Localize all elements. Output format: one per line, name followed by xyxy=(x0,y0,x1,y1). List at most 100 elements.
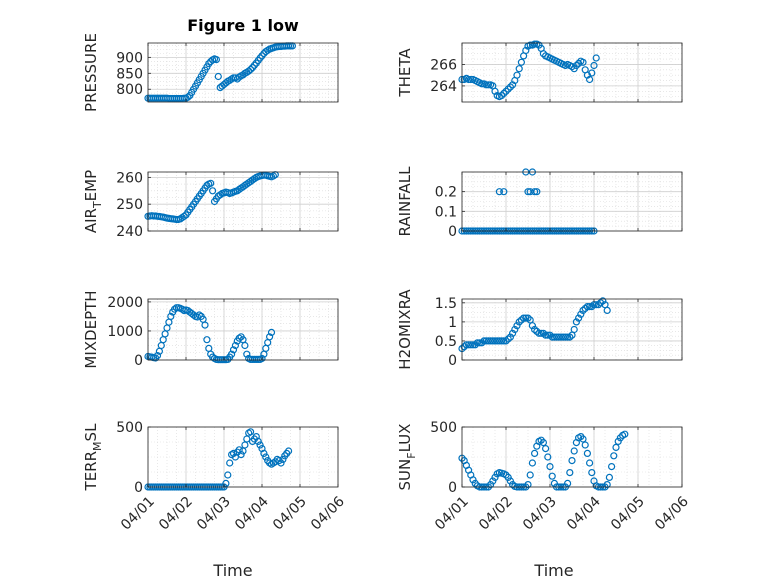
data-point xyxy=(495,188,503,196)
data-point xyxy=(526,41,534,49)
data-point xyxy=(588,469,596,477)
data-point xyxy=(513,71,521,79)
y-tick-label: 1.5 xyxy=(435,296,457,312)
data-point xyxy=(515,65,523,73)
data-point xyxy=(207,179,215,187)
data-point xyxy=(229,346,238,354)
data-point xyxy=(167,312,175,320)
y-tick-label: 266 xyxy=(430,57,457,73)
y-tick-label: 264 xyxy=(430,79,457,95)
data-point xyxy=(205,344,213,352)
data-point xyxy=(266,333,274,341)
data-point xyxy=(214,72,222,81)
data-point xyxy=(590,61,598,70)
data-point xyxy=(498,91,506,100)
x-tick-label: 04/01 xyxy=(432,494,472,534)
y-tick-label: 240 xyxy=(116,224,143,240)
x-tick-label: 04/01 xyxy=(118,494,158,534)
data-point xyxy=(533,327,541,335)
subplot-3: 240 250 260 AIRTEMP xyxy=(82,170,339,240)
data-point xyxy=(566,469,574,477)
y-axis-label: SUNFLUX xyxy=(396,424,418,491)
data-point xyxy=(500,89,508,98)
y-axis-label: AIRTEMP xyxy=(82,170,104,233)
data-point xyxy=(279,455,287,463)
data-point xyxy=(517,316,526,324)
y-tick-label: 800 xyxy=(116,82,143,98)
data-point xyxy=(541,331,550,339)
data-point xyxy=(229,449,238,457)
data-point xyxy=(579,306,587,314)
y-axis-label: PRESSURE xyxy=(82,33,100,112)
data-point xyxy=(572,61,581,70)
y-tick-label: 1 xyxy=(448,315,457,331)
data-point xyxy=(524,314,532,322)
data-point xyxy=(502,87,510,95)
data-point xyxy=(511,325,519,334)
data-point xyxy=(513,322,521,330)
data-point xyxy=(508,329,517,337)
data-point xyxy=(489,477,497,485)
data-point xyxy=(498,337,506,345)
data-point xyxy=(480,337,488,345)
axes-box xyxy=(147,171,339,232)
data-point xyxy=(471,341,479,349)
data-point xyxy=(163,324,171,332)
data-point xyxy=(605,473,614,481)
data-point xyxy=(566,333,574,341)
data-point xyxy=(250,61,258,69)
data-point xyxy=(478,339,486,347)
data-point xyxy=(262,453,270,461)
data-point xyxy=(224,471,232,479)
data-point xyxy=(612,443,620,451)
data-point xyxy=(231,341,239,350)
data-point xyxy=(180,212,188,220)
axes-box xyxy=(147,426,339,488)
y-tick-label: 0.5 xyxy=(435,334,457,350)
data-point xyxy=(599,297,607,305)
data-point xyxy=(555,333,563,341)
data-point xyxy=(603,306,611,314)
data-point xyxy=(541,445,550,453)
chart-title: Figure 1 low xyxy=(187,16,299,35)
data-point xyxy=(228,350,236,358)
y-tick-label: 260 xyxy=(116,170,143,186)
data-point xyxy=(519,314,528,322)
y-tick-label: 0 xyxy=(134,480,143,496)
data-point xyxy=(504,473,512,481)
x-axis-label: Time xyxy=(212,561,252,580)
x-tick-label: 04/04 xyxy=(232,494,272,534)
data-point xyxy=(539,439,548,447)
y-axis-label: THETA xyxy=(396,48,414,98)
data-point xyxy=(579,435,587,443)
data-point xyxy=(570,447,578,455)
subplot-6: 0 0.5 1 1.5 H2OMIXRA xyxy=(396,289,683,370)
data-point xyxy=(530,325,539,334)
data-point xyxy=(524,481,532,489)
data-point xyxy=(585,303,594,311)
x-tick-label: 04/05 xyxy=(608,494,648,534)
y-tick-label: 900 xyxy=(116,50,143,66)
x-tick-label: 04/06 xyxy=(308,494,348,534)
data-point xyxy=(607,463,616,471)
data-point xyxy=(592,54,600,62)
data-point xyxy=(522,314,530,322)
data-point xyxy=(502,337,510,345)
data-point xyxy=(165,318,173,326)
data-point xyxy=(574,59,583,68)
data-point xyxy=(487,481,495,489)
y-tick-label: 0 xyxy=(134,353,143,369)
x-tick-label: 04/05 xyxy=(270,494,310,534)
data-point xyxy=(212,55,220,64)
data-point xyxy=(530,188,539,196)
y-tick-label: 500 xyxy=(430,420,457,436)
axes-box xyxy=(147,42,339,103)
data-point xyxy=(264,339,272,347)
y-axis-label: TERRMSL xyxy=(82,423,104,492)
data-point xyxy=(552,333,561,341)
data-point xyxy=(256,54,264,62)
data-point xyxy=(285,447,293,455)
data-point xyxy=(539,329,548,337)
data-point xyxy=(247,65,255,74)
